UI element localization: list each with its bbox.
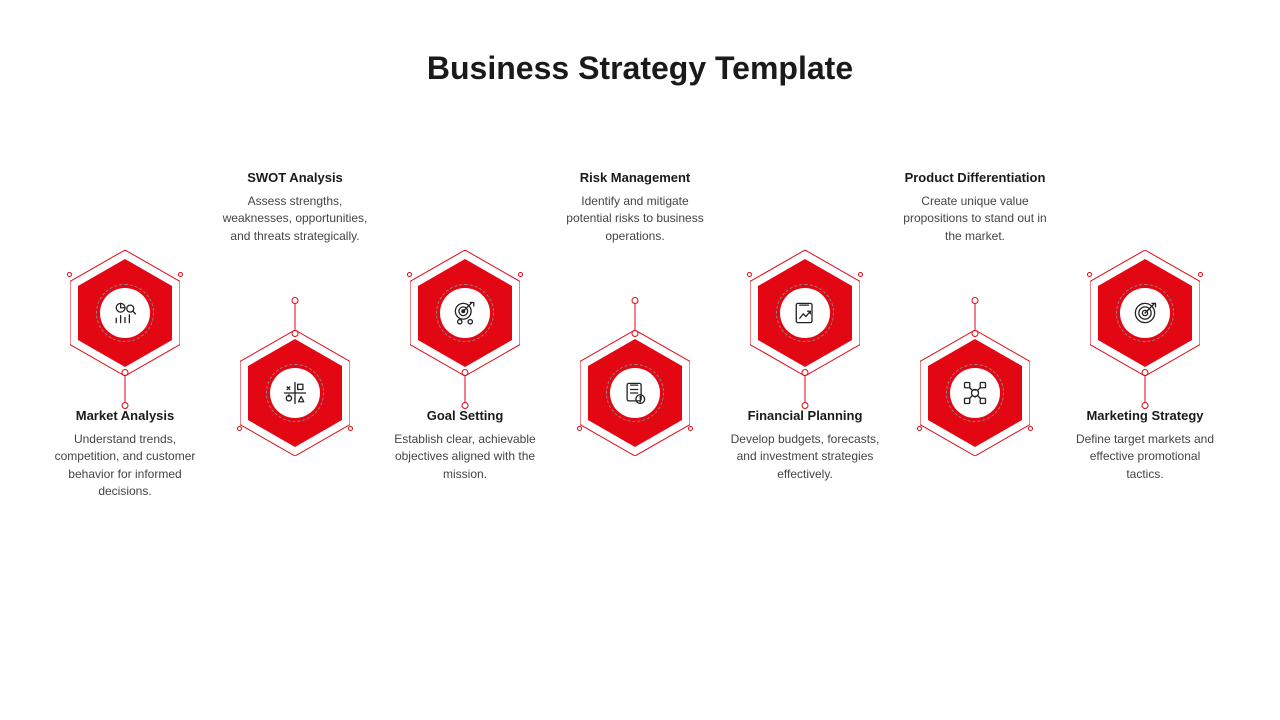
item-desc-6: Define target markets and effective prom… bbox=[1070, 431, 1220, 483]
diagram-stage: Market Analysis Understand trends, compe… bbox=[0, 170, 1280, 690]
risk-icon bbox=[610, 368, 660, 418]
item-label-4: Financial Planning bbox=[730, 408, 880, 425]
item-label-6: Marketing Strategy bbox=[1070, 408, 1220, 425]
item-label-3: Risk Management bbox=[560, 170, 710, 187]
item-desc-5: Create unique value propositions to stan… bbox=[900, 193, 1050, 245]
analytics-icon bbox=[100, 288, 150, 338]
item-desc-1: Assess strengths, weaknesses, opportunit… bbox=[220, 193, 370, 245]
diff-icon bbox=[950, 368, 1000, 418]
item-label-2: Goal Setting bbox=[390, 408, 540, 425]
item-desc-3: Identify and mitigate potential risks to… bbox=[560, 193, 710, 245]
finance-icon bbox=[780, 288, 830, 338]
item-label-0: Market Analysis bbox=[50, 408, 200, 425]
item-label-5: Product Differentiation bbox=[900, 170, 1050, 187]
item-desc-2: Establish clear, achievable objectives a… bbox=[390, 431, 540, 483]
target-icon bbox=[440, 288, 490, 338]
bullseye-icon bbox=[1120, 288, 1170, 338]
page-title: Business Strategy Template bbox=[0, 50, 1280, 87]
swot-icon bbox=[270, 368, 320, 418]
item-label-1: SWOT Analysis bbox=[220, 170, 370, 187]
item-desc-0: Understand trends, competition, and cust… bbox=[50, 431, 200, 501]
item-desc-4: Develop budgets, forecasts, and investme… bbox=[730, 431, 880, 483]
